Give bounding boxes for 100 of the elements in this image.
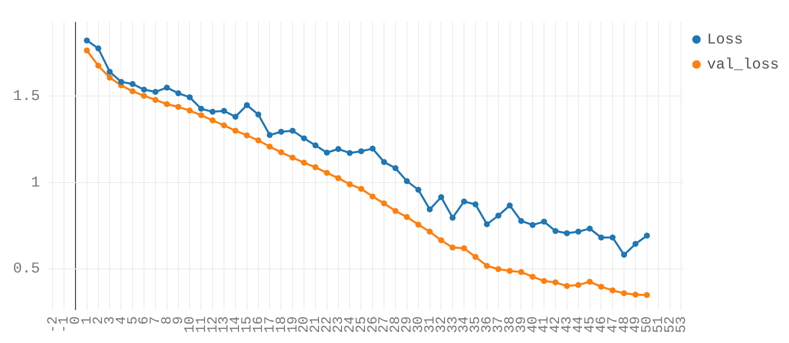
point: [210, 108, 216, 115]
point: [370, 146, 376, 152]
point: [495, 266, 502, 272]
point: [552, 279, 558, 286]
point: [130, 80, 136, 87]
point: [84, 47, 90, 54]
point: [278, 149, 284, 156]
point: [404, 178, 410, 184]
point: [541, 278, 548, 284]
point: [95, 45, 102, 52]
point: [95, 62, 102, 69]
point: [564, 230, 570, 236]
point: [164, 84, 170, 91]
point: [198, 112, 204, 118]
point: [335, 175, 342, 182]
point: [632, 292, 638, 298]
point: [232, 128, 238, 134]
point: [392, 208, 398, 214]
point: [598, 234, 604, 241]
point: [586, 226, 593, 232]
point: [610, 234, 616, 241]
point: [266, 132, 273, 138]
point: [392, 165, 398, 172]
point: [301, 135, 308, 142]
point: [381, 200, 388, 206]
legend-label: Loss: [706, 31, 744, 48]
point: [130, 88, 136, 94]
point: [106, 68, 113, 75]
point: [152, 88, 158, 95]
point: [335, 146, 342, 152]
point: [244, 132, 250, 138]
point: [346, 181, 353, 188]
point: [255, 137, 262, 144]
point: [232, 114, 238, 120]
point: [312, 164, 318, 170]
point: [610, 287, 616, 294]
point: [575, 228, 582, 235]
point: [495, 212, 502, 219]
point: [290, 128, 296, 134]
point: [450, 214, 456, 221]
point: [312, 142, 318, 148]
point: [278, 128, 284, 135]
point: [301, 160, 308, 166]
point: [290, 154, 296, 161]
point: [141, 86, 148, 93]
point: [541, 218, 548, 225]
point: [358, 148, 364, 154]
point: [186, 94, 193, 100]
point: [324, 170, 330, 176]
point: [506, 268, 513, 274]
point: [621, 290, 628, 296]
point: [472, 254, 478, 260]
point: [255, 112, 262, 118]
point: [586, 278, 593, 285]
point: [175, 90, 182, 96]
y-tick-label: 1.5: [12, 88, 40, 106]
point: [164, 101, 170, 108]
point: [484, 221, 490, 228]
point: [221, 122, 228, 128]
point: [598, 284, 604, 290]
point: [530, 274, 536, 280]
point: [518, 269, 524, 276]
point: [484, 262, 490, 269]
point: [415, 222, 422, 228]
y-tick-label: 1: [30, 174, 40, 192]
point: [370, 193, 376, 200]
point: [575, 282, 582, 288]
point: [438, 237, 444, 244]
point: [404, 214, 410, 220]
point: [472, 201, 478, 208]
legend-label: val_loss: [706, 56, 780, 74]
point: [198, 106, 204, 112]
point: [381, 158, 388, 165]
point: [621, 252, 628, 258]
point: [358, 186, 364, 192]
point: [118, 78, 124, 85]
point: [461, 198, 468, 204]
point: [644, 232, 650, 239]
point: [564, 283, 570, 290]
point: [426, 206, 433, 212]
point: [84, 37, 90, 44]
point: [530, 222, 536, 228]
point: [346, 150, 353, 156]
point: [552, 228, 558, 234]
point: [415, 186, 422, 193]
point: [632, 240, 638, 247]
point: [175, 104, 182, 110]
y-tick-label: 0.5: [12, 260, 40, 278]
point: [106, 74, 113, 81]
point: [152, 96, 158, 103]
point: [450, 244, 456, 251]
point: [644, 292, 650, 298]
point: [426, 228, 433, 235]
point: [324, 150, 330, 156]
point: [266, 144, 273, 150]
point: [438, 194, 444, 200]
point: [461, 245, 468, 252]
point: [210, 117, 216, 124]
point: [186, 108, 193, 114]
point: [141, 92, 148, 99]
